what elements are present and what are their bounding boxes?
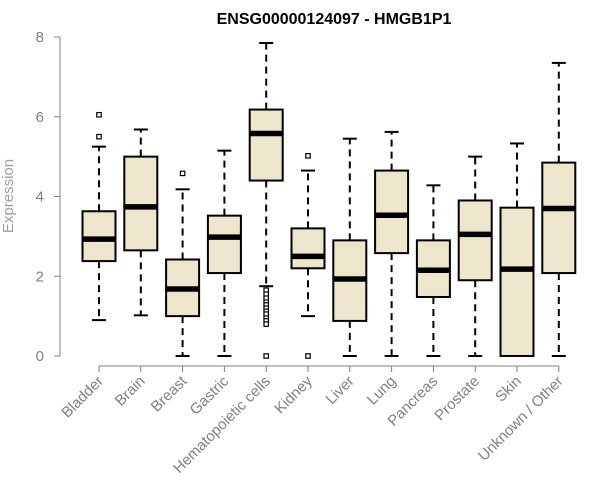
outlier-point xyxy=(179,170,186,177)
y-tick-label: 2 xyxy=(36,268,44,285)
x-tick-label: Skin xyxy=(492,373,525,406)
x-tick-label: Kidney xyxy=(271,372,316,417)
box-iqr xyxy=(457,199,493,282)
box-liver xyxy=(332,137,368,357)
outlier-point xyxy=(96,111,102,118)
box-iqr xyxy=(248,108,284,182)
y-tick-label: 4 xyxy=(36,189,44,206)
box-hematopoietic-cells xyxy=(248,41,284,359)
outlier-point xyxy=(305,353,311,359)
box-gastric xyxy=(206,149,242,357)
box-bladder xyxy=(81,111,117,322)
x-tick-label: Lung xyxy=(364,373,400,409)
box-iqr xyxy=(499,206,535,357)
y-axis: 0 2 4 6 8 xyxy=(36,29,61,365)
box-iqr xyxy=(541,161,577,275)
box-pancreas xyxy=(415,184,451,357)
box-unknown-other xyxy=(541,61,577,357)
outlier-point xyxy=(96,133,102,140)
x-tick-label: Prostate xyxy=(431,373,483,425)
box-kidney xyxy=(290,153,326,359)
box-lung xyxy=(374,130,410,357)
y-tick-label: 8 xyxy=(36,29,44,46)
box-breast xyxy=(165,170,201,357)
y-tick-label: 6 xyxy=(36,109,44,126)
box-iqr xyxy=(123,155,159,252)
box-iqr xyxy=(290,227,326,270)
y-tick-label: 0 xyxy=(36,348,44,365)
boxes-group xyxy=(81,41,577,359)
chart-title: ENSG00000124097 - HMGB1P1 xyxy=(217,11,452,28)
box-iqr xyxy=(374,169,410,255)
outlier-point xyxy=(263,353,270,359)
box-iqr xyxy=(81,210,117,263)
y-axis-label: Expression xyxy=(0,159,17,233)
box-skin xyxy=(499,142,535,357)
box-prostate xyxy=(457,155,493,357)
outlier-point xyxy=(263,321,270,327)
outlier-point xyxy=(305,153,311,159)
box-iqr xyxy=(206,214,242,275)
x-tick-label: Breast xyxy=(148,372,191,415)
x-tick-label: Bladder xyxy=(58,373,107,422)
x-tick-label: Brain xyxy=(112,373,149,410)
x-tick-label: Liver xyxy=(323,373,358,408)
box-brain xyxy=(123,128,159,317)
